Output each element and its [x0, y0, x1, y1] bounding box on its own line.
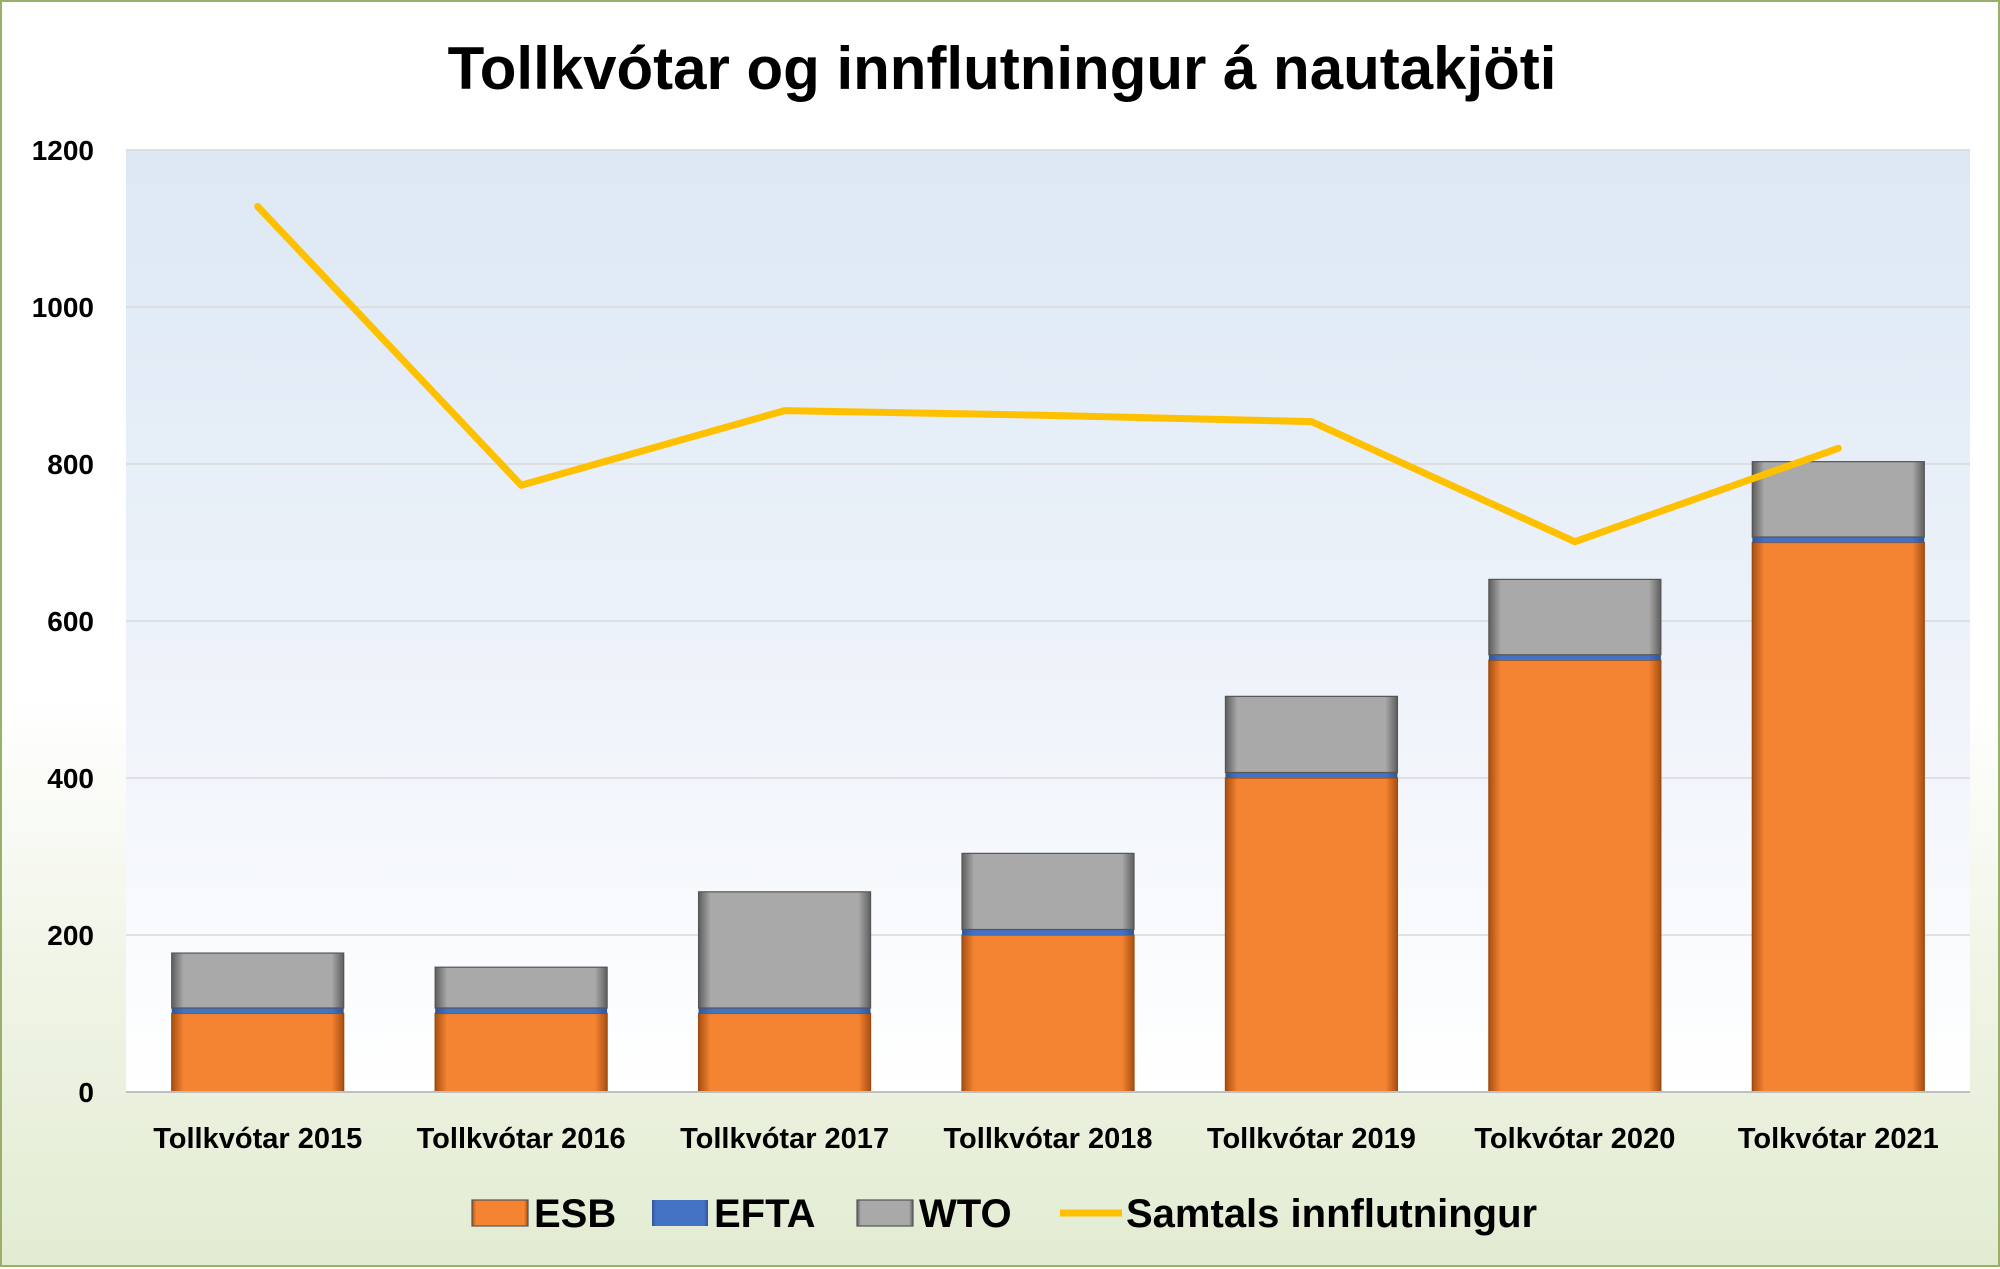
bar-esb-tollkv-tar-2015 — [172, 1014, 344, 1093]
bar-esb-tolkv-tar-2021 — [1752, 543, 1924, 1093]
legend-label-efta: EFTA — [714, 1192, 815, 1236]
legend-swatch-esb — [472, 1200, 528, 1226]
bar-efta-tollkv-tar-2015 — [172, 1008, 344, 1013]
bar-wto-tollkv-tar-2018 — [962, 853, 1134, 929]
x-tick-label-tollkv-tar-2019: Tollkvótar 2019 — [1207, 1123, 1416, 1155]
bar-esb-tollkv-tar-2016 — [435, 1014, 607, 1093]
bar-esb-tolkv-tar-2020 — [1489, 660, 1661, 1092]
y-tick-label-600: 600 — [47, 606, 94, 637]
x-tick-label-tolkv-tar-2021: Tolkvótar 2021 — [1738, 1123, 1939, 1155]
x-axis-category-labels: Tollkvótar 2015 Tollkvótar 2016 Tollkvótar… — [153, 1123, 1939, 1155]
bar-wto-tollkv-tar-2015 — [172, 953, 344, 1008]
legend-label-samtals-innflutningur: Samtals innflutningur — [1126, 1192, 1537, 1236]
bar-esb-tollkv-tar-2017 — [699, 1014, 871, 1093]
x-tick-label-tollkv-tar-2016: Tollkvótar 2016 — [417, 1123, 626, 1155]
bar-wto-tollkv-tar-2017 — [699, 892, 871, 1008]
bar-efta-tollkv-tar-2018 — [962, 930, 1134, 935]
y-tick-label-800: 800 — [47, 449, 94, 480]
x-tick-label-tollkv-tar-2018: Tollkvótar 2018 — [943, 1123, 1152, 1155]
bar-esb-tollkv-tar-2019 — [1225, 778, 1397, 1092]
y-axis-tick-labels: 0 200 400 600 800 1000 1200 — [32, 135, 94, 1108]
legend-label-esb: ESB — [534, 1192, 616, 1236]
bar-wto-tollkv-tar-2019 — [1225, 696, 1397, 772]
legend-item-samtals-innflutningur: Samtals innflutningur — [1060, 1192, 1537, 1236]
bar-efta-tollkv-tar-2016 — [435, 1008, 607, 1013]
bar-wto-tolkv-tar-2020 — [1489, 579, 1661, 654]
x-tick-label-tolkv-tar-2020: Tolkvótar 2020 — [1474, 1123, 1675, 1155]
y-tick-label-0: 0 — [78, 1077, 94, 1108]
legend-item-efta: EFTA — [652, 1192, 815, 1236]
legend-item-esb: ESB — [472, 1192, 616, 1236]
legend-label-wto: WTO — [919, 1192, 1012, 1236]
x-tick-label-tollkv-tar-2015: Tollkvótar 2015 — [153, 1123, 362, 1155]
bar-efta-tolkv-tar-2021 — [1752, 537, 1924, 542]
legend-swatch-wto — [857, 1200, 913, 1226]
y-tick-label-1200: 1200 — [32, 135, 94, 166]
chart-title: Tollkvótar og innflutningur á nautakjöti — [448, 35, 1557, 102]
y-tick-label-1000: 1000 — [32, 292, 94, 323]
bar-efta-tolkv-tar-2020 — [1489, 655, 1661, 660]
legend-item-wto: WTO — [857, 1192, 1012, 1236]
bar-wto-tollkv-tar-2016 — [435, 967, 607, 1008]
bar-esb-tollkv-tar-2018 — [962, 935, 1134, 1092]
legend: ESB EFTA WTO Samtals innflutningur — [472, 1192, 1537, 1236]
y-tick-label-200: 200 — [47, 920, 94, 951]
bar-efta-tollkv-tar-2017 — [699, 1008, 871, 1013]
x-tick-label-tollkv-tar-2017: Tollkvótar 2017 — [680, 1123, 889, 1155]
bar-efta-tollkv-tar-2019 — [1225, 773, 1397, 778]
legend-swatch-efta — [652, 1200, 708, 1226]
y-tick-label-400: 400 — [47, 763, 94, 794]
